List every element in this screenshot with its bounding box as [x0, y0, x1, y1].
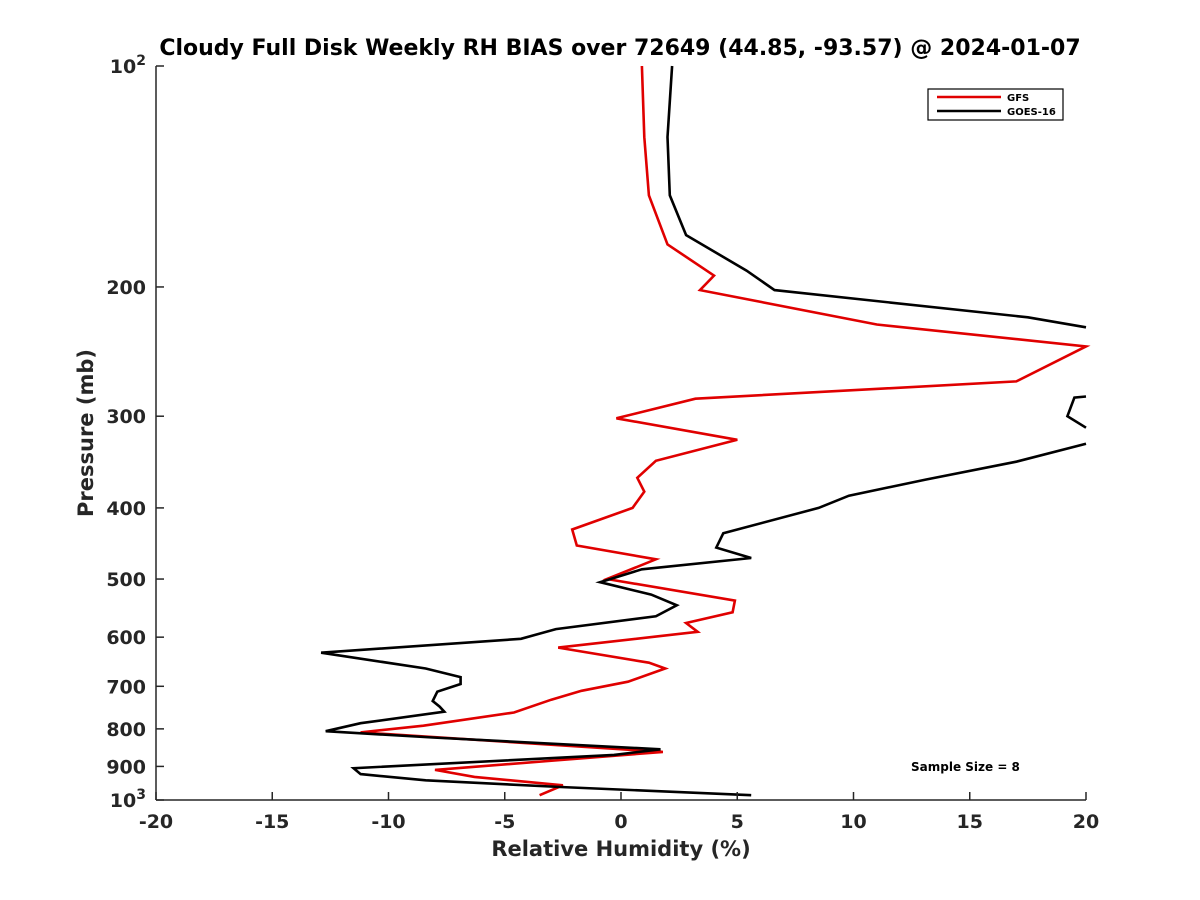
legend-box — [927, 88, 1064, 121]
y-tick-label: 800 — [106, 719, 146, 741]
y-tick-label: 102 — [110, 53, 146, 78]
x-tick-label: 5 — [731, 811, 744, 833]
y-tick-label: 400 — [106, 498, 146, 520]
x-tick-label: 20 — [1073, 811, 1099, 833]
chart-title: Cloudy Full Disk Weekly RH BIAS over 726… — [159, 36, 1080, 61]
series-line-goes-16-seg0 — [666, 65, 1087, 329]
y-axis-label: Pressure (mb) — [74, 349, 98, 517]
sample-size-annotation: Sample Size = 8 — [911, 760, 1020, 774]
y-tick-label: 500 — [106, 569, 146, 591]
x-tick-label: -20 — [139, 811, 173, 833]
x-ticks: -20 -15 -10 -5 0 5 10 15 20 — [139, 792, 1099, 833]
x-tick-label: 10 — [840, 811, 866, 833]
legend: GFS GOES-16 — [927, 88, 1064, 121]
x-tick-label: -5 — [494, 811, 515, 833]
y-tick-label: 700 — [106, 676, 146, 698]
series-line-goes-16-seg1 — [1065, 395, 1087, 429]
legend-label-gfs: GFS — [1007, 93, 1029, 104]
y-tick-label: 900 — [106, 756, 146, 778]
y-tick-label: 300 — [106, 406, 146, 428]
x-tick-label: 0 — [614, 811, 627, 833]
series-line-goes-16-seg2 — [320, 442, 1087, 797]
plot-area — [320, 65, 1091, 797]
y-ticks: 102 200 300 400 500 600 700 800 900 103 — [106, 53, 164, 812]
series-line-gfs — [360, 65, 1091, 797]
y-tick-label: 200 — [106, 277, 146, 299]
legend-label-goes16: GOES-16 — [1007, 107, 1056, 118]
x-tick-label: 15 — [957, 811, 983, 833]
x-axis-label: Relative Humidity (%) — [491, 837, 750, 861]
y-tick-label: 103 — [110, 787, 146, 812]
y-tick-label: 600 — [106, 627, 146, 649]
x-tick-label: -15 — [255, 811, 289, 833]
x-tick-label: -10 — [371, 811, 405, 833]
